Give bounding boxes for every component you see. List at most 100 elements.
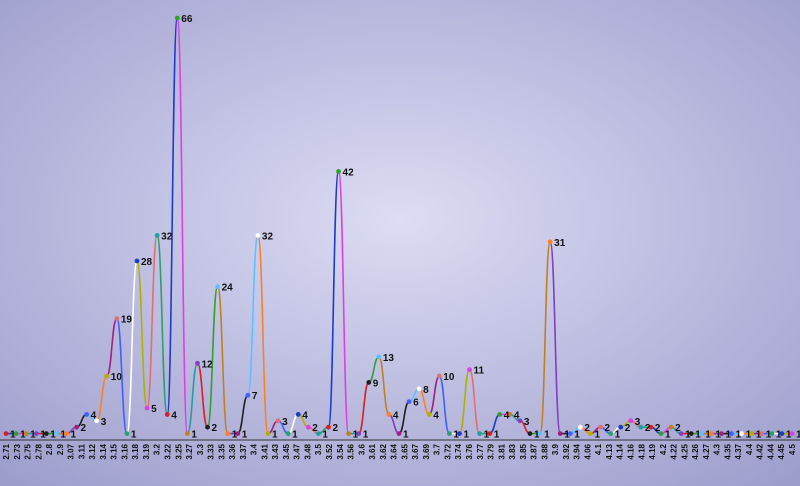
data-label: 1 xyxy=(70,430,76,441)
data-label: 1 xyxy=(232,430,238,441)
data-point xyxy=(245,392,251,398)
data-point xyxy=(729,431,734,437)
data-label: 1 xyxy=(574,430,580,441)
series-segment xyxy=(166,17,179,416)
x-tick-label: 4.45 xyxy=(777,443,786,459)
data-label: 1 xyxy=(695,430,701,441)
data-label: 1 xyxy=(564,430,570,441)
data-point xyxy=(537,431,543,437)
x-tick-label: 3.41 xyxy=(260,443,269,459)
data-point xyxy=(457,431,462,437)
data-label: 66 xyxy=(181,14,193,25)
x-tick-label: 3.54 xyxy=(336,443,345,459)
data-point xyxy=(517,418,523,424)
data-label: 1 xyxy=(50,430,56,441)
data-point xyxy=(467,367,472,373)
data-point xyxy=(205,424,210,430)
data-label: 9 xyxy=(373,378,379,389)
data-label: 32 xyxy=(161,231,173,242)
data-point xyxy=(618,424,624,430)
data-point xyxy=(547,239,553,245)
data-label: 2 xyxy=(625,423,631,434)
x-tick-label: 3.79 xyxy=(487,443,496,459)
x-tick-label: 4.5 xyxy=(788,443,797,455)
x-tick-label: 3.62 xyxy=(379,443,388,459)
data-point xyxy=(144,405,150,411)
x-tick-label: 3.19 xyxy=(142,443,151,459)
x-tick-label: 4.06 xyxy=(583,443,592,459)
data-label: 3 xyxy=(282,417,288,428)
x-tick-label: 3.81 xyxy=(497,443,506,459)
x-tick-label: 4.4 xyxy=(745,443,754,455)
data-label: 4 xyxy=(514,410,520,421)
data-point xyxy=(376,354,382,360)
data-label: 1 xyxy=(705,430,711,441)
data-label: 31 xyxy=(554,238,566,249)
data-point xyxy=(94,418,100,424)
data-label: 4 xyxy=(91,410,97,421)
x-tick-label: 4.22 xyxy=(670,443,679,459)
data-point xyxy=(154,232,160,238)
data-point xyxy=(366,380,372,385)
data-label: 1 xyxy=(766,430,772,441)
x-tick-label: 3.72 xyxy=(443,443,452,459)
data-label: 1 xyxy=(615,430,621,441)
x-tick-label: 3.64 xyxy=(390,443,399,459)
data-point xyxy=(275,418,281,424)
data-point xyxy=(658,431,664,437)
data-label: 42 xyxy=(343,167,355,178)
data-label: 5 xyxy=(151,404,157,415)
x-tick-label: 2.73 xyxy=(13,443,22,459)
x-tick-label: 4.37 xyxy=(734,443,743,459)
x-tick-label: 3.5 xyxy=(314,443,323,455)
data-label: 4 xyxy=(504,410,510,421)
x-axis-tick-labels: 2.71 2.73 2.75 2.78 2.8 2.9 3.07 3.11 3.12 3.14 3.… xyxy=(2,443,797,459)
series-segment xyxy=(247,234,259,397)
series-segment xyxy=(327,170,340,429)
data-point xyxy=(43,431,49,437)
x-tick-label: 3.77 xyxy=(476,443,485,459)
data-point xyxy=(124,431,130,437)
x-tick-label: 3.12 xyxy=(88,443,97,459)
data-point xyxy=(13,431,19,437)
data-point xyxy=(84,412,90,417)
data-point xyxy=(446,431,452,437)
data-point xyxy=(134,258,140,264)
data-label: 1 xyxy=(756,430,762,441)
x-tick-label: 3.22 xyxy=(164,443,173,459)
data-point xyxy=(265,431,271,437)
series-segment xyxy=(116,317,128,435)
data-label: 1 xyxy=(665,430,671,441)
data-point xyxy=(396,431,402,437)
data-label: 4 xyxy=(302,410,308,421)
data-point xyxy=(3,431,9,437)
x-tick-label: 3.83 xyxy=(508,443,517,459)
series-segment xyxy=(216,285,229,435)
data-point xyxy=(719,431,724,437)
data-label: 1 xyxy=(685,430,691,441)
x-tick-label: 4.42 xyxy=(756,443,765,459)
data-label: 2 xyxy=(312,423,318,434)
x-tick-label: 3.92 xyxy=(562,443,571,459)
x-tick-label: 3.14 xyxy=(99,443,108,459)
data-point xyxy=(315,431,321,437)
data-label: 1 xyxy=(776,430,782,441)
x-tick-label: 3.3 xyxy=(196,443,205,455)
data-label: 2 xyxy=(212,423,218,434)
data-point xyxy=(688,431,694,437)
x-tick-label: 3.88 xyxy=(540,443,549,459)
data-label: 6 xyxy=(413,398,419,409)
data-label: 1 xyxy=(715,430,721,441)
data-point xyxy=(698,431,704,437)
data-point xyxy=(23,431,29,437)
data-point xyxy=(477,431,483,437)
data-point xyxy=(33,431,39,437)
data-point xyxy=(406,399,412,405)
series-segment xyxy=(156,234,169,416)
data-label: 1 xyxy=(746,430,752,441)
data-label: 1 xyxy=(322,430,328,441)
data-point xyxy=(74,424,79,430)
x-tick-label: 4.16 xyxy=(626,443,635,459)
x-tick-label: 4.13 xyxy=(605,443,614,459)
series-segment xyxy=(126,260,138,435)
